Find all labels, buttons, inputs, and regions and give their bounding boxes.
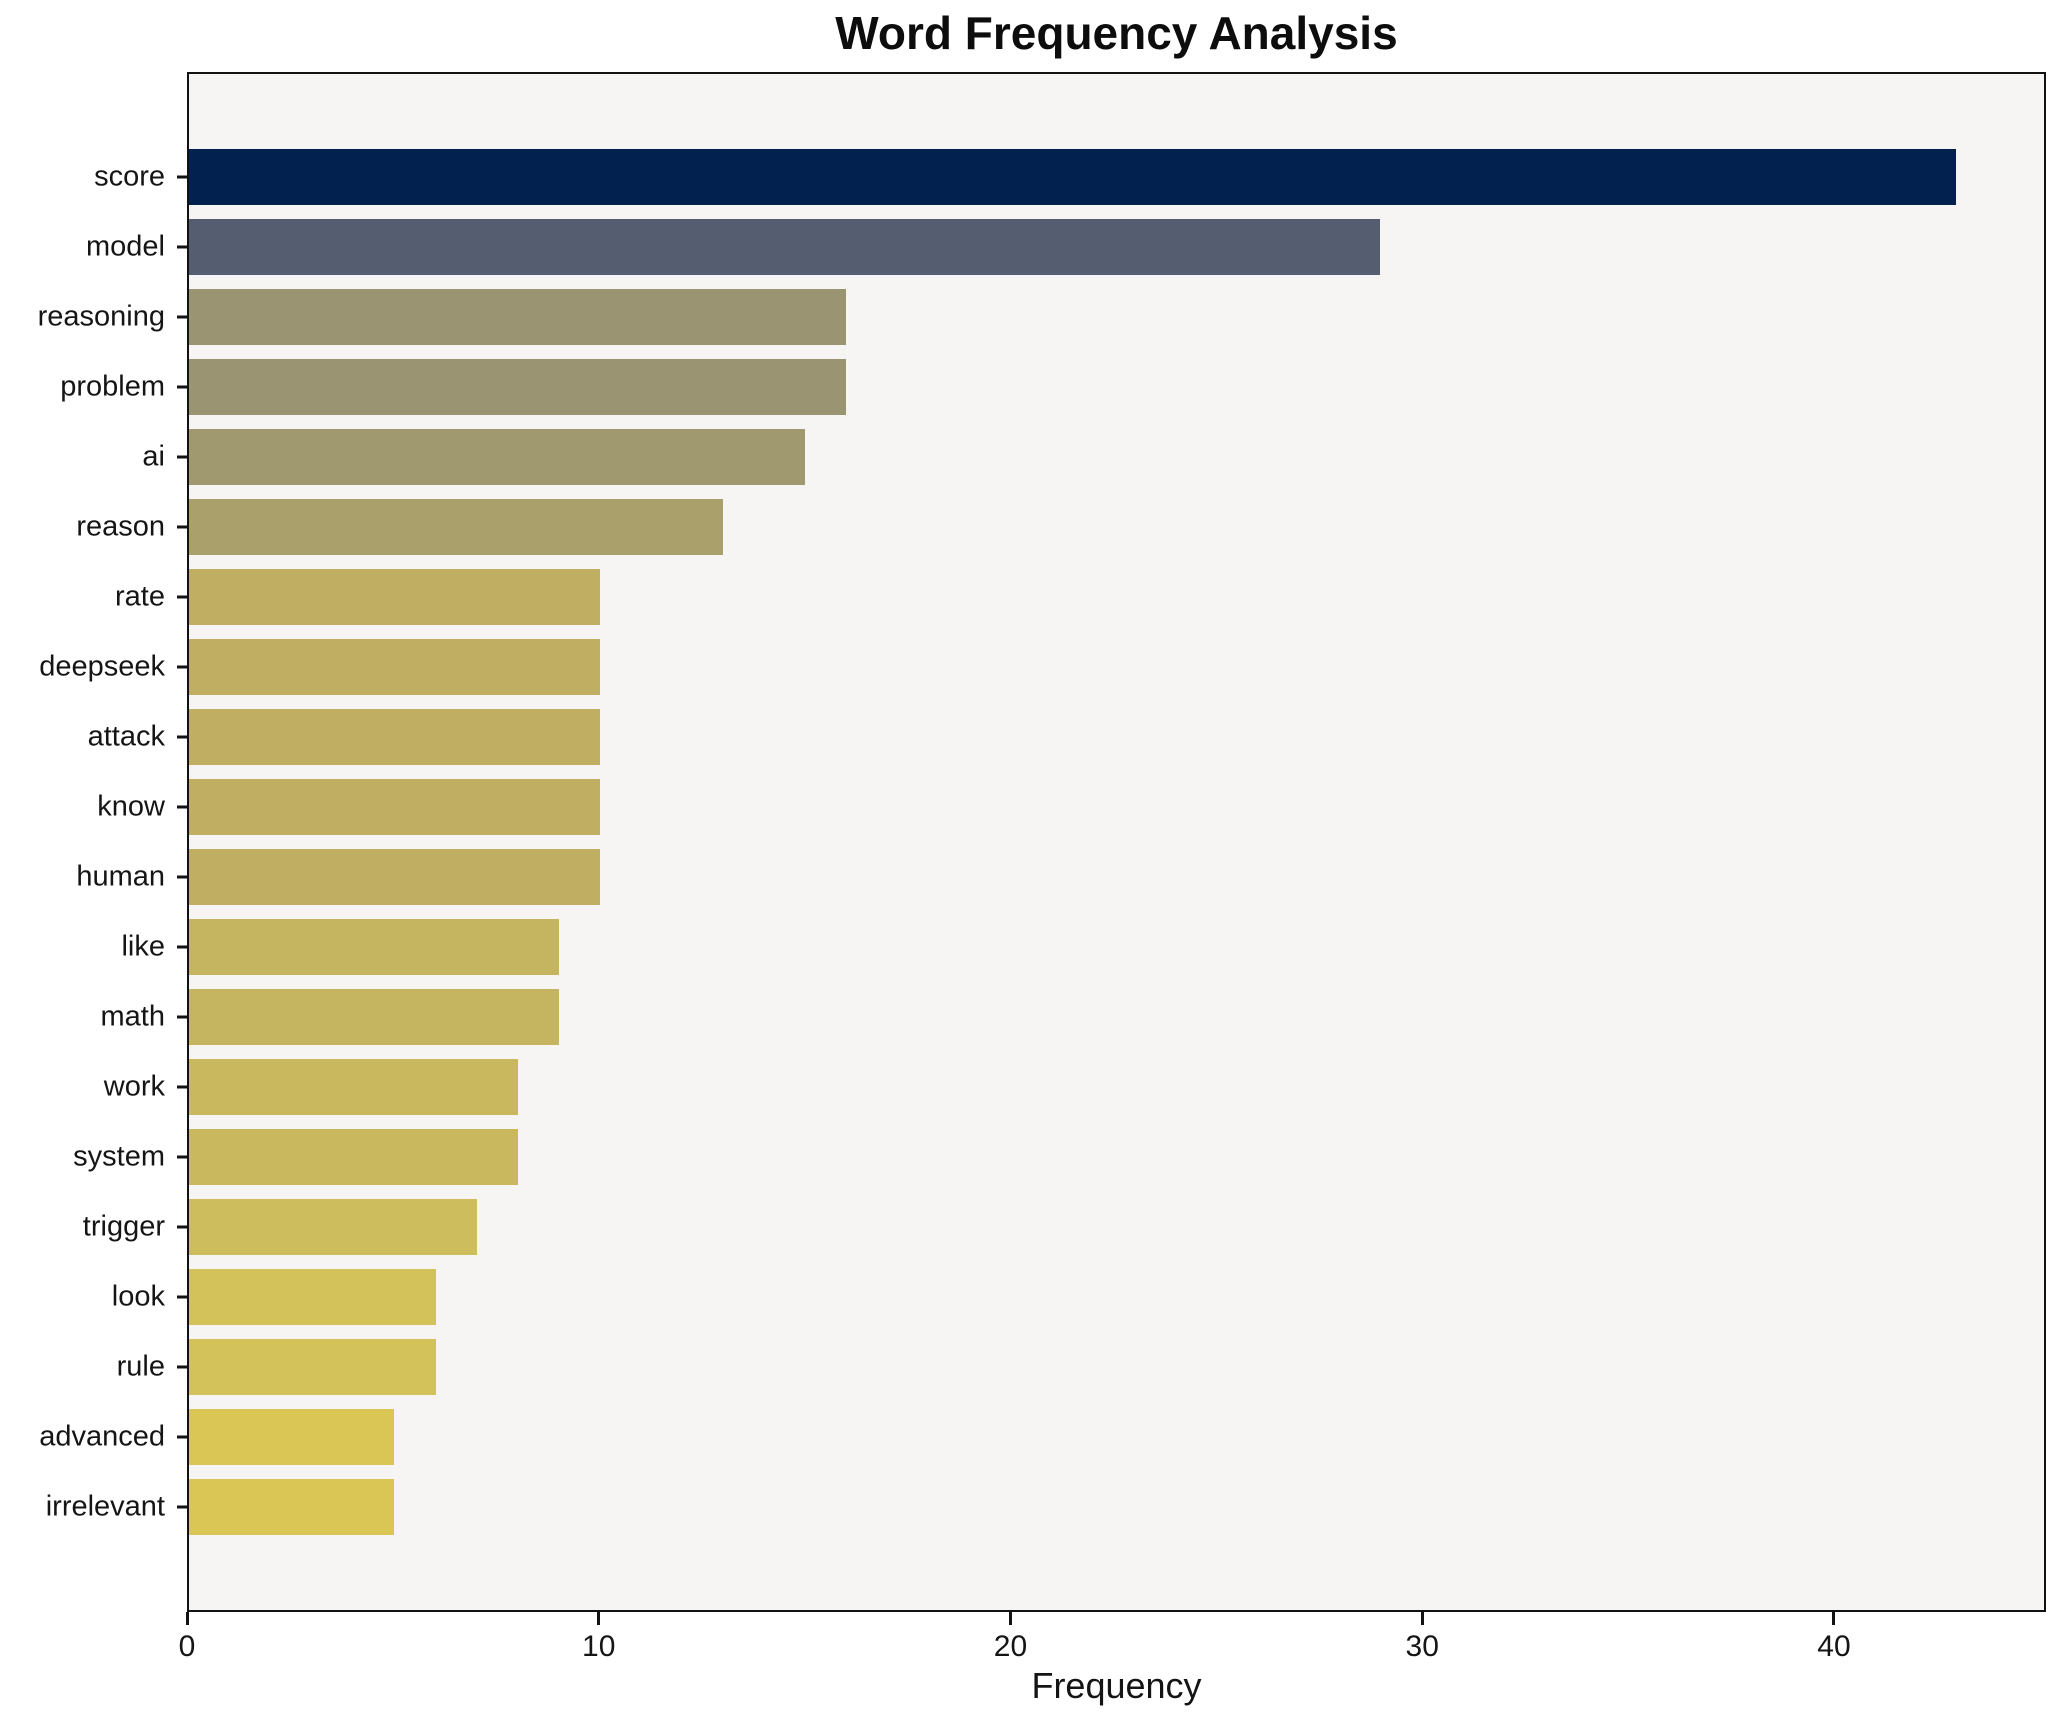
bar-row: rate <box>115 562 2044 632</box>
y-tick-mark <box>176 875 187 879</box>
bar-row: ai <box>142 422 2044 492</box>
y-tick-mark <box>176 1085 187 1089</box>
bar-row: advanced <box>39 1402 2044 1472</box>
plot-area: score model reasoning problem ai reason … <box>38 72 2046 1612</box>
bar-trigger <box>189 1199 477 1255</box>
bar-reason <box>189 499 724 555</box>
x-tick-mark <box>597 1612 601 1625</box>
y-tick-mark <box>176 245 187 249</box>
x-tick-mark <box>1420 1612 1424 1625</box>
y-tick-mark <box>176 315 187 319</box>
x-tick-label: 0 <box>178 1630 196 1663</box>
y-tick-mark <box>176 1505 187 1509</box>
bar-row: rule <box>117 1332 2044 1402</box>
y-axis-category-label: look <box>111 1280 165 1313</box>
y-tick-mark <box>176 595 187 599</box>
x-axis-label: Frequency <box>1031 1665 1202 1706</box>
y-axis-category-label: like <box>121 930 165 963</box>
y-tick-mark <box>176 455 187 459</box>
y-axis-category-label: reasoning <box>37 300 165 333</box>
y-axis-category-label: problem <box>60 370 165 403</box>
y-axis-category-label: math <box>100 1000 165 1033</box>
bar-row: model <box>86 212 2044 282</box>
bar-reasoning <box>189 289 847 345</box>
bar-work <box>189 1059 518 1115</box>
bar-row: know <box>97 772 2044 842</box>
y-tick-mark <box>176 665 187 669</box>
x-tick-label: 10 <box>582 1630 616 1663</box>
y-tick-mark <box>176 945 187 949</box>
x-tick-mark <box>1008 1612 1012 1625</box>
y-tick-mark <box>176 525 187 529</box>
bar-look <box>189 1269 436 1325</box>
x-tick-label: 20 <box>993 1630 1028 1663</box>
y-axis-category-label: score <box>94 160 165 193</box>
chart-title: Word Frequency Analysis <box>835 7 1398 59</box>
x-tick-label: 40 <box>1817 1630 1851 1663</box>
y-tick-mark <box>176 1295 187 1299</box>
bar-like <box>189 919 559 975</box>
x-tick-mark <box>1832 1612 1836 1625</box>
bar-rule <box>189 1339 436 1395</box>
y-axis-category-label: deepseek <box>39 650 165 683</box>
bar-rate <box>189 569 600 625</box>
y-tick-mark <box>176 735 187 739</box>
bar-row: work <box>104 1052 2044 1122</box>
bar-row: look <box>112 1262 2044 1332</box>
bar-system <box>189 1129 518 1185</box>
y-tick-mark <box>176 1155 187 1159</box>
y-axis-category-label: human <box>76 860 165 893</box>
y-axis-category-label: model <box>86 230 165 263</box>
bar-ai <box>189 429 806 485</box>
x-axis: 0 10 20 30 40 <box>179 1612 2046 1682</box>
bar-row: deepseek <box>39 632 2044 702</box>
bar-model <box>189 219 1381 275</box>
y-tick-mark <box>176 175 187 179</box>
bar-row: reasoning <box>38 282 2044 352</box>
y-axis-category-label: rate <box>115 580 165 613</box>
bar-row: reason <box>76 492 2044 562</box>
x-tick-mark <box>185 1612 189 1625</box>
y-axis-category-label: system <box>73 1140 165 1173</box>
bar-advanced <box>189 1409 395 1465</box>
bar-deepseek <box>189 639 600 695</box>
bar-score <box>189 149 1956 205</box>
bar-problem <box>189 359 847 415</box>
y-axis-category-label: trigger <box>82 1210 165 1243</box>
bar-row: attack <box>88 702 2044 772</box>
bar-row: system <box>73 1122 2044 1192</box>
y-axis-category-label: attack <box>87 720 165 753</box>
bar-row: score <box>94 142 2044 212</box>
bar-row: math <box>101 982 2044 1052</box>
bar-row: problem <box>60 352 2044 422</box>
y-tick-mark <box>176 1015 187 1019</box>
bar-human <box>189 849 600 905</box>
y-tick-mark <box>176 385 187 389</box>
y-axis-category-label: irrelevant <box>45 1490 165 1523</box>
bar-know <box>189 779 600 835</box>
bar-row: human <box>76 842 2044 912</box>
y-tick-mark <box>176 1225 187 1229</box>
bar-row: irrelevant <box>46 1472 2044 1542</box>
bar-row: trigger <box>83 1192 2044 1262</box>
bar-irrelevant <box>189 1479 395 1535</box>
bar-attack <box>189 709 600 765</box>
bar-math <box>189 989 559 1045</box>
y-axis-category-label: know <box>97 790 165 823</box>
bar-row: like <box>121 912 2044 982</box>
y-axis-category-label: ai <box>142 440 165 473</box>
y-axis-category-label: rule <box>116 1350 165 1383</box>
bars-container: score model reasoning problem ai reason … <box>38 74 2044 1610</box>
y-tick-mark <box>176 1365 187 1369</box>
y-axis-category-label: work <box>103 1070 165 1103</box>
y-tick-mark <box>176 1435 187 1439</box>
y-axis-category-label: advanced <box>39 1420 165 1453</box>
x-tick-label: 30 <box>1405 1630 1439 1663</box>
y-axis-category-label: reason <box>76 510 165 543</box>
y-tick-mark <box>176 805 187 809</box>
